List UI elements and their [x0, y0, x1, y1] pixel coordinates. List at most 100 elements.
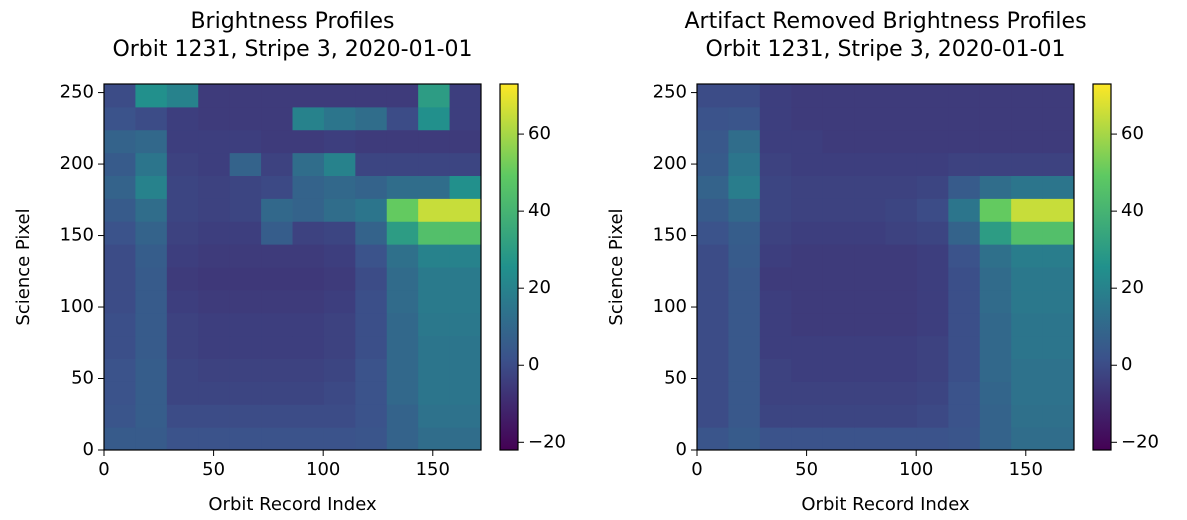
- heatmap-cell: [386, 106, 419, 131]
- heatmap-cell: [948, 427, 981, 451]
- heatmap-cell: [697, 289, 729, 314]
- x-tick-label: 50: [202, 459, 225, 480]
- heatmap-cell: [229, 106, 262, 131]
- heatmap-cell: [916, 427, 949, 451]
- heatmap-cell: [261, 312, 293, 337]
- heatmap-cell: [822, 404, 855, 428]
- heatmap-cell: [916, 289, 949, 314]
- heatmap-cell: [697, 152, 729, 176]
- heatmap-cell: [728, 335, 761, 359]
- heatmap-cell: [854, 221, 886, 245]
- heatmap-cell: [418, 335, 451, 359]
- heatmap-cell: [418, 106, 451, 131]
- heatmap-cell: [166, 221, 199, 245]
- heatmap-cell: [948, 198, 981, 222]
- x-tick-label: 100: [899, 459, 933, 480]
- y-tick-label: 250: [60, 82, 94, 103]
- heatmap-cell: [323, 404, 356, 428]
- heatmap-cell: [449, 404, 482, 428]
- heatmap-cell: [979, 84, 1012, 108]
- heatmap-cell: [948, 221, 981, 245]
- heatmap-cell: [979, 198, 1012, 222]
- heatmap-cell: [979, 404, 1012, 428]
- heatmap-cell: [135, 358, 168, 382]
- heatmap-cell: [979, 427, 1012, 451]
- heatmap-cell: [759, 106, 792, 131]
- heatmap-cell: [854, 84, 886, 108]
- heatmap-cell: [198, 129, 231, 154]
- y-tick-label: 150: [653, 225, 687, 246]
- heatmap-cell: [822, 427, 855, 451]
- heatmap-cell: [1042, 335, 1075, 359]
- heatmap-cell: [916, 152, 949, 176]
- heatmap-cell: [885, 244, 918, 268]
- heatmap-cell: [979, 129, 1012, 154]
- heatmap-cell: [261, 198, 293, 222]
- heatmap-cell: [386, 244, 419, 268]
- heatmap-cell: [135, 267, 168, 291]
- heatmap-cell: [822, 358, 855, 382]
- heatmap-cell: [948, 267, 981, 291]
- heatmap-cell: [697, 221, 729, 245]
- heatmap-cell: [697, 175, 729, 199]
- heatmap-cell: [229, 152, 262, 176]
- heatmap-cell: [791, 152, 824, 176]
- heatmap-cell: [386, 221, 419, 245]
- heatmap-cell: [261, 84, 293, 108]
- heatmap-cell: [292, 244, 325, 268]
- heatmap-cell: [355, 244, 388, 268]
- heatmap-cell: [728, 312, 761, 337]
- y-tick-label: 200: [60, 153, 94, 174]
- heatmap-cell: [355, 152, 388, 176]
- heatmap-cell: [885, 84, 918, 108]
- heatmap-cell: [916, 198, 949, 222]
- heatmap-cell: [449, 84, 482, 108]
- heatmap-cell: [728, 175, 761, 199]
- heatmap-cell: [261, 381, 293, 405]
- heatmap-cell: [916, 335, 949, 359]
- heatmap-cell: [449, 198, 482, 222]
- heatmap-cell: [229, 404, 262, 428]
- heatmap-cell: [418, 175, 451, 199]
- heatmap-cell: [355, 289, 388, 314]
- heatmap-cell: [449, 129, 482, 154]
- heatmap-cell: [885, 289, 918, 314]
- heatmap-cell: [355, 404, 388, 428]
- heatmap-cell: [854, 381, 886, 405]
- heatmap-cell: [822, 84, 855, 108]
- heatmap-cell: [759, 312, 792, 337]
- heatmap-cell: [916, 175, 949, 199]
- heatmap-cell: [198, 427, 231, 451]
- heatmap-cell: [791, 381, 824, 405]
- heatmap-cell: [135, 221, 168, 245]
- heatmap-cell: [323, 312, 356, 337]
- heatmap-cell: [854, 358, 886, 382]
- chart-title: Brightness Profiles: [190, 9, 394, 34]
- x-tick-label: 0: [691, 459, 702, 480]
- heatmap-cell: [323, 175, 356, 199]
- colorbar-tick-label: 60: [528, 123, 551, 144]
- heatmap-cell: [1011, 106, 1044, 131]
- heatmap-cell: [198, 358, 231, 382]
- heatmap-cell: [1042, 404, 1075, 428]
- heatmap-cell: [449, 335, 482, 359]
- heatmap-cell: [166, 267, 199, 291]
- colorbar-tick-label: 40: [1121, 200, 1144, 221]
- heatmap-cell: [229, 335, 262, 359]
- heatmap-cell: [292, 312, 325, 337]
- heatmap-cell: [791, 221, 824, 245]
- heatmap-cell: [229, 221, 262, 245]
- y-tick-label: 50: [664, 368, 687, 389]
- y-axis-label: Science Pixel: [606, 208, 627, 325]
- heatmap-cell: [822, 106, 855, 131]
- heatmap-cell: [916, 106, 949, 131]
- heatmap-cell: [916, 267, 949, 291]
- plot-frame: [103, 83, 482, 451]
- heatmap-cell: [1042, 358, 1075, 382]
- heatmap-cell: [166, 404, 199, 428]
- heatmap-cell: [292, 221, 325, 245]
- heatmap-cell: [104, 358, 136, 382]
- heatmap-cell: [979, 106, 1012, 131]
- heatmap-cell: [791, 84, 824, 108]
- heatmap-cell: [1011, 335, 1044, 359]
